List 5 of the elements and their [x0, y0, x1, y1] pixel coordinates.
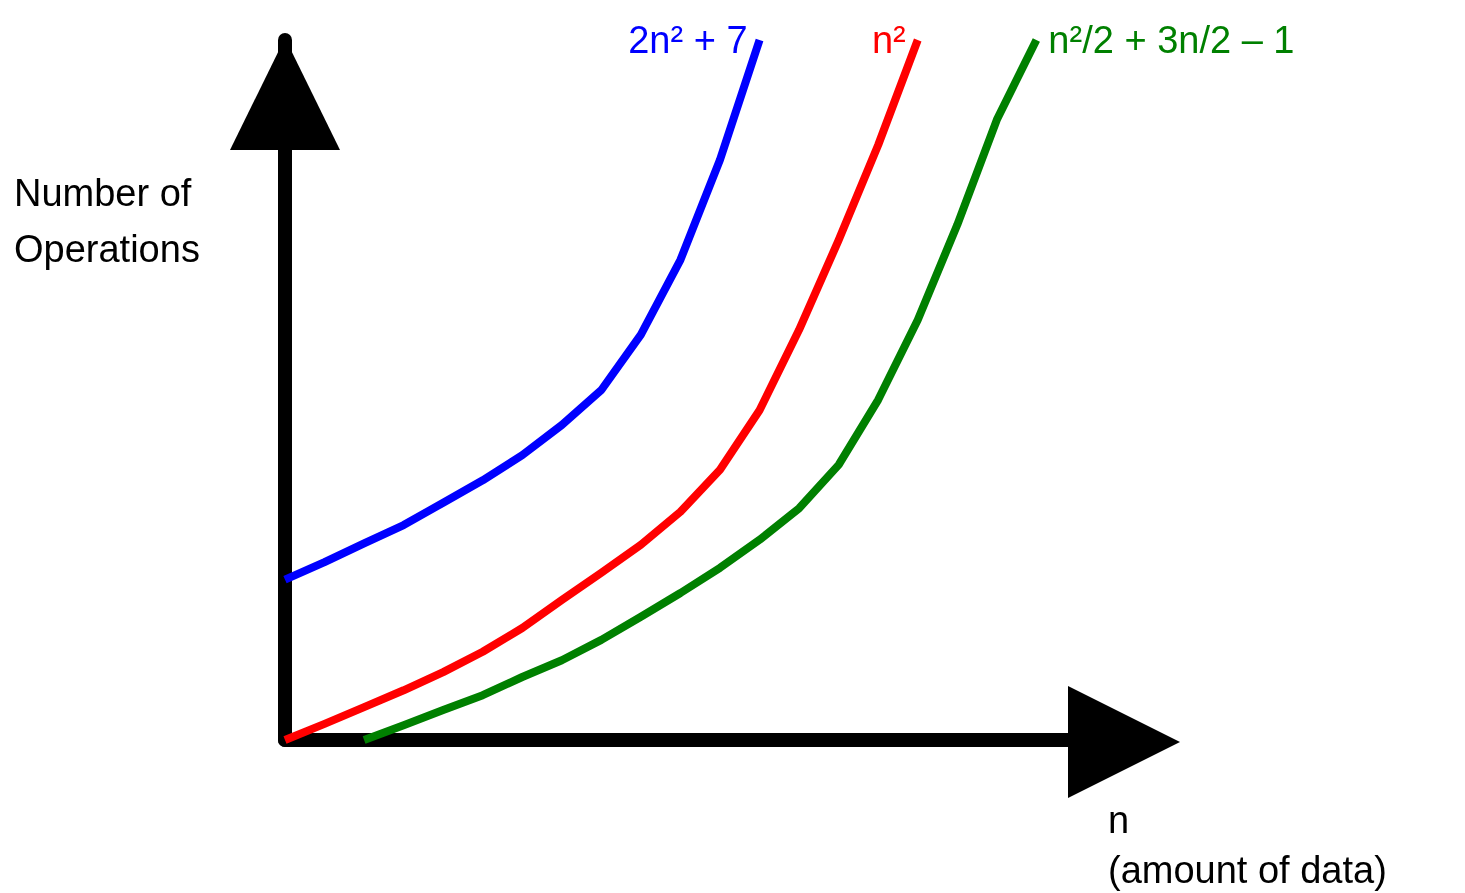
- series-label: n²: [871, 19, 906, 61]
- y-axis-title: Number of Operations: [14, 172, 202, 270]
- series-label: n²/2 + 3n/2 – 1: [1048, 19, 1295, 61]
- x-axis-title: n (amount of data): [1108, 799, 1387, 891]
- series-label: 2n² + 7: [628, 19, 748, 61]
